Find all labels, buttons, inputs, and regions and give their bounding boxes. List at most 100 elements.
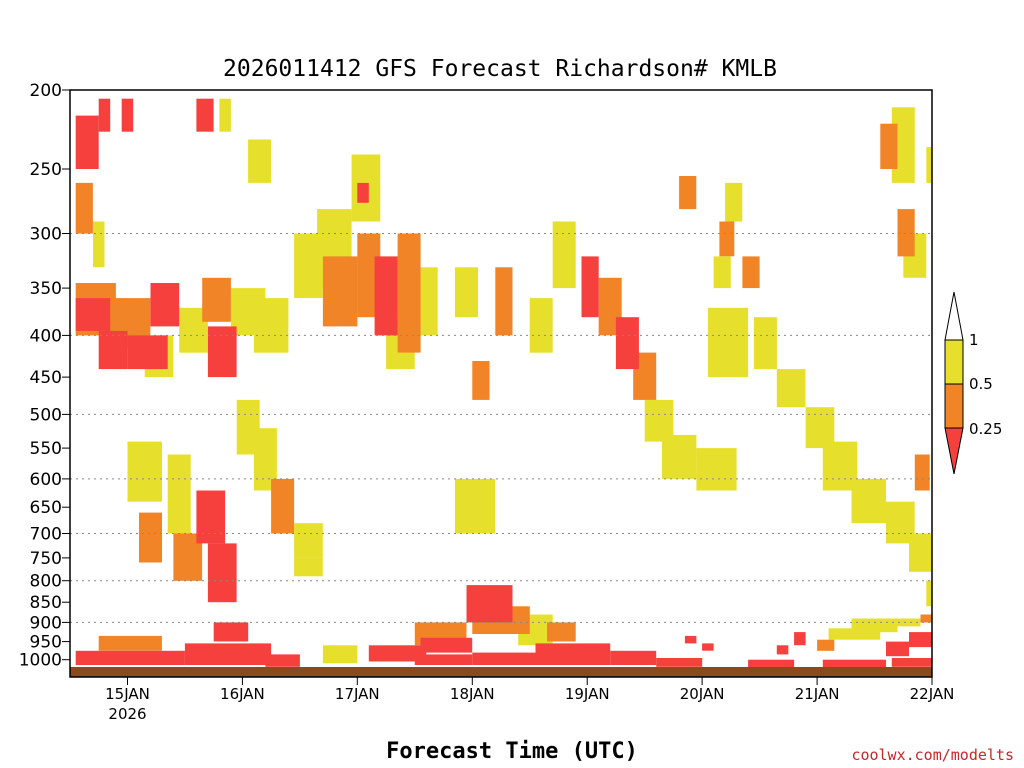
ri-cell	[581, 256, 599, 318]
ri-cell	[742, 256, 760, 289]
ri-cell	[656, 658, 703, 667]
ri-cell	[98, 330, 128, 370]
ri-cell	[725, 182, 743, 222]
y-tick-label-650: 650	[30, 498, 62, 518]
ri-cell	[253, 298, 289, 353]
y-tick-label-700: 700	[30, 525, 62, 545]
ri-cell	[644, 399, 674, 442]
y-tick-label-550: 550	[30, 439, 62, 459]
ri-cell	[753, 317, 777, 370]
ri-cell	[495, 267, 513, 336]
y-tick-label-850: 850	[30, 593, 62, 613]
x-tick-label-20JAN: 20JAN	[680, 685, 725, 703]
ri-cell	[897, 209, 915, 257]
credit-link[interactable]: coolwx.com/modelts	[851, 746, 1014, 764]
ri-cell	[98, 635, 162, 651]
y-tick-label-900: 900	[30, 613, 62, 633]
ri-cell	[374, 256, 398, 336]
ri-cell	[414, 654, 473, 665]
ri-cell	[880, 123, 898, 169]
ri-cell	[127, 441, 162, 502]
ri-cell	[184, 643, 272, 665]
ri-cell	[926, 580, 932, 607]
x-tick-label-21JAN: 21JAN	[795, 685, 840, 703]
ri-cell	[713, 256, 731, 289]
ri-cell	[914, 454, 930, 491]
ri-cell	[271, 478, 295, 534]
ri-cell	[98, 98, 111, 132]
colorbar-band-orange	[944, 383, 964, 429]
ri-cell	[909, 533, 932, 572]
ri-cell	[707, 307, 749, 378]
ri-cell	[776, 369, 806, 408]
x-tick-label-19JAN: 19JAN	[565, 685, 610, 703]
ri-cell	[776, 645, 789, 655]
ri-cell	[202, 277, 231, 322]
colorbar-top-triangle	[944, 291, 964, 341]
ri-cell	[909, 632, 932, 648]
y-tick-label-400: 400	[30, 326, 62, 346]
ri-cell	[368, 645, 427, 662]
plot-area	[69, 89, 933, 678]
ri-cell	[547, 622, 576, 642]
ri-cell	[207, 326, 237, 378]
ri-cell	[455, 267, 478, 318]
ri-cell	[466, 585, 513, 623]
ri-cell	[794, 632, 806, 646]
ri-cell	[455, 478, 496, 534]
ri-cell	[822, 659, 886, 669]
ri-cell	[75, 115, 99, 169]
ri-cell	[684, 635, 697, 644]
ri-cell	[196, 98, 214, 132]
ri-cell	[127, 335, 168, 370]
y-tick-label-950: 950	[30, 633, 62, 653]
plot-frame	[69, 89, 933, 678]
ri-cell	[139, 512, 162, 563]
ri-cell	[93, 221, 105, 268]
ri-cell	[196, 490, 226, 544]
colorbar-label-0-5: 0.5	[969, 375, 993, 393]
ri-cell	[472, 652, 536, 665]
x-axis-title: Forecast Time (UTC)	[386, 739, 638, 764]
ri-cell	[265, 654, 300, 667]
x-axis: 15JAN 2026 16JAN 17JAN 18JAN 19JAN 20JAN 21JAN 2…	[105, 677, 954, 723]
ri-cell	[851, 618, 898, 633]
ri-cell	[420, 637, 473, 653]
ri-cell	[535, 643, 611, 665]
ri-cell	[294, 557, 323, 577]
x-tick-label-18JAN: 18JAN	[450, 685, 495, 703]
x-tick-year: 2026	[108, 705, 146, 723]
ri-cell	[219, 98, 231, 132]
y-tick-label-200: 200	[30, 81, 62, 101]
y-tick-label-300: 300	[30, 225, 62, 245]
x-tick-label-17JAN: 17JAN	[335, 685, 380, 703]
ri-cell	[75, 298, 111, 331]
y-tick-label-1000: 1000	[19, 651, 62, 671]
ri-cell	[397, 233, 421, 353]
colorbar-band-yellow	[944, 339, 964, 385]
colorbar-bottom-triangle	[944, 427, 964, 475]
y-tick-label-450: 450	[30, 368, 62, 388]
ri-cell	[661, 435, 697, 479]
ri-cell	[150, 283, 180, 327]
y-tick-label-750: 750	[30, 549, 62, 569]
ri-cell	[817, 639, 835, 651]
ri-cell	[75, 650, 185, 665]
ri-cell	[926, 147, 932, 183]
ground-band	[70, 667, 932, 677]
ri-cell	[805, 407, 835, 449]
x-tick-label-22JAN: 22JAN	[910, 685, 955, 703]
ri-cell	[615, 317, 639, 370]
y-tick-label-500: 500	[30, 405, 62, 425]
colorbar-label-1: 1	[969, 331, 979, 349]
y-tick-label-800: 800	[30, 572, 62, 592]
x-tick-label-15JAN: 15JAN	[105, 685, 150, 703]
ri-cell	[322, 256, 358, 327]
colorbar: 1 0.5 0.25	[944, 291, 1002, 475]
ri-cell	[886, 641, 909, 657]
y-tick-label-250: 250	[30, 160, 62, 180]
colorbar-label-0-25: 0.25	[969, 420, 1002, 438]
ri-cell	[679, 176, 697, 210]
ri-cell	[552, 221, 576, 289]
